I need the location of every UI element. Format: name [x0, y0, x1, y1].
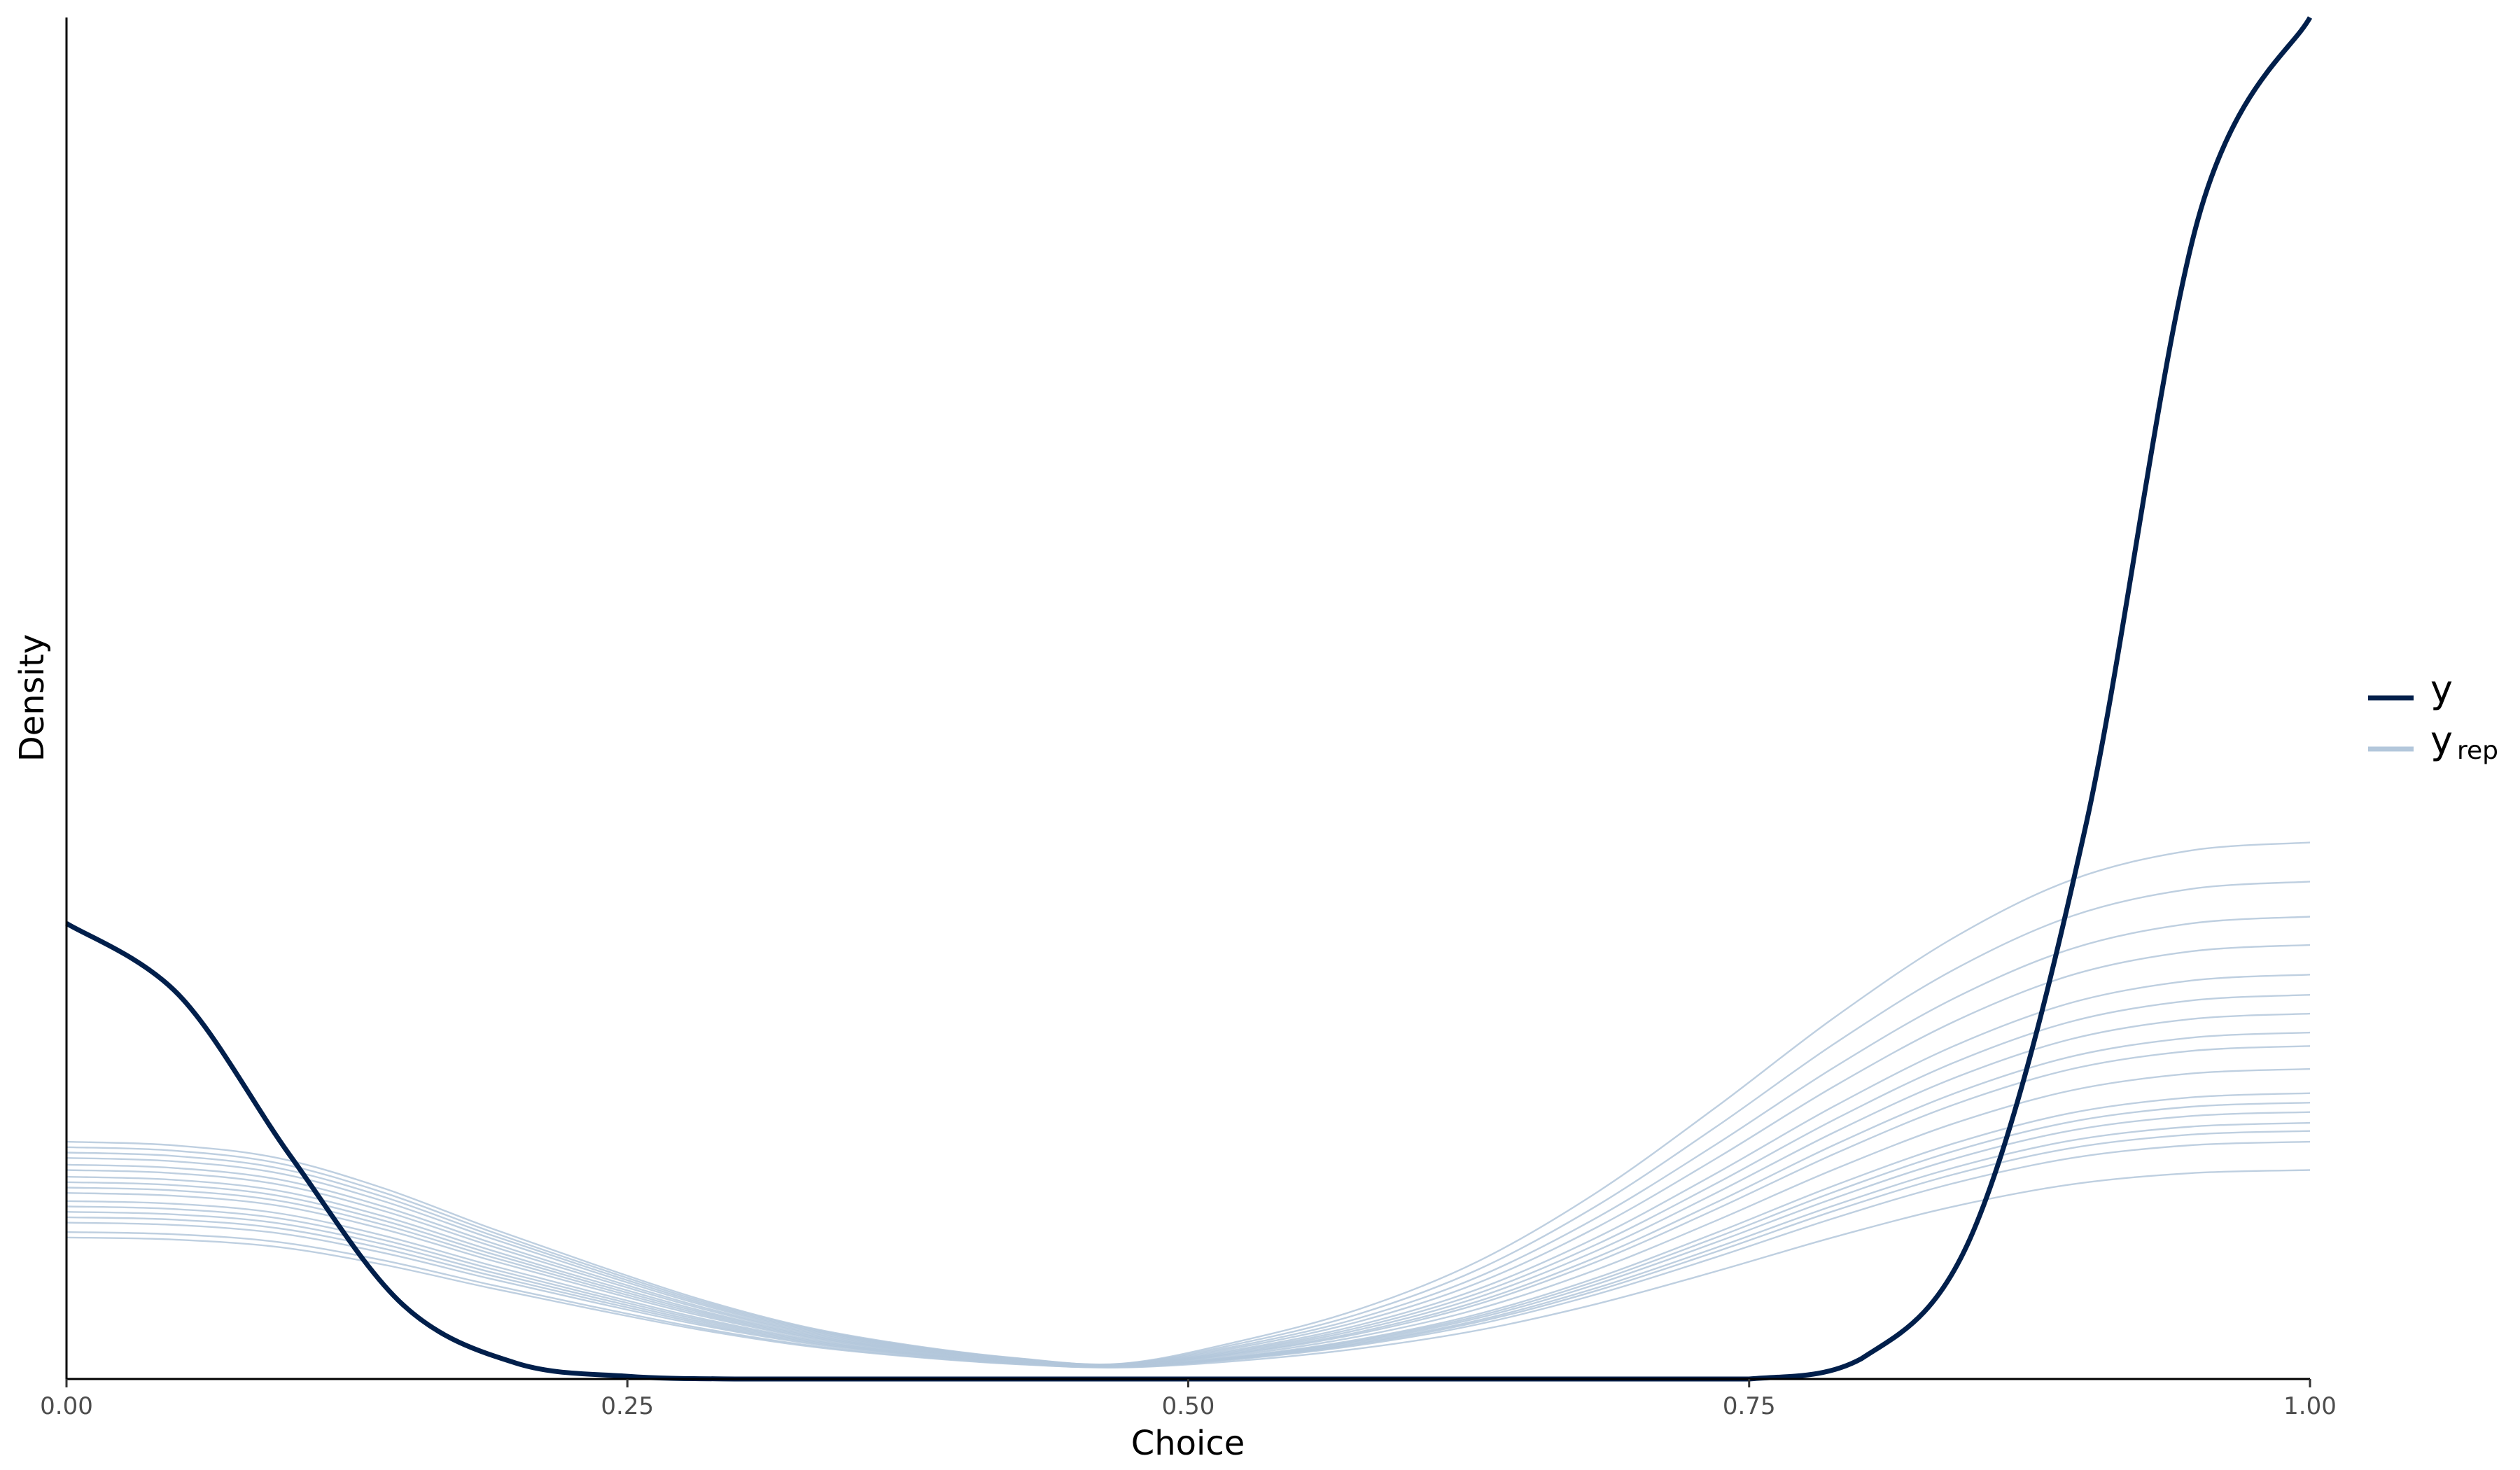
- y-density-line-group: [65, 16, 2313, 1382]
- legend: y y rep: [2368, 667, 2498, 765]
- y-density-line: [65, 16, 2313, 1382]
- yrep-density-line-16: [66, 1140, 2311, 1368]
- yrep-density-line-2: [66, 881, 2311, 1366]
- x-tick-label: 0.75: [1723, 1392, 1776, 1420]
- legend-label-yrep: y rep: [2430, 718, 2498, 765]
- yrep-density-line-1: [66, 841, 2311, 1366]
- x-tick-label: 1.00: [2283, 1392, 2337, 1420]
- yrep-density-lines: [66, 841, 2311, 1368]
- x-axis-title: Choice: [1131, 1424, 1245, 1463]
- legend-label-y: y: [2430, 667, 2453, 711]
- yrep-density-line-7: [66, 1012, 2311, 1366]
- x-tick-label: 0.25: [601, 1392, 654, 1420]
- x-tick-label: 0.00: [40, 1392, 93, 1420]
- yrep-density-line-6: [66, 994, 2311, 1366]
- legend-label-yrep-sub: rep: [2457, 736, 2498, 765]
- yrep-density-line-9: [66, 1045, 2311, 1367]
- x-tick-label: 0.50: [1162, 1392, 1215, 1420]
- y-axis-title: Density: [13, 634, 52, 762]
- x-axis-ticks: 0.00 0.25 0.50 0.75 1.00: [40, 1379, 2337, 1420]
- yrep-density-line-3: [66, 916, 2311, 1366]
- legend-label-yrep-main: y: [2430, 718, 2453, 762]
- yrep-density-line-13: [66, 1111, 2311, 1368]
- yrep-density-line-17: [66, 1169, 2311, 1368]
